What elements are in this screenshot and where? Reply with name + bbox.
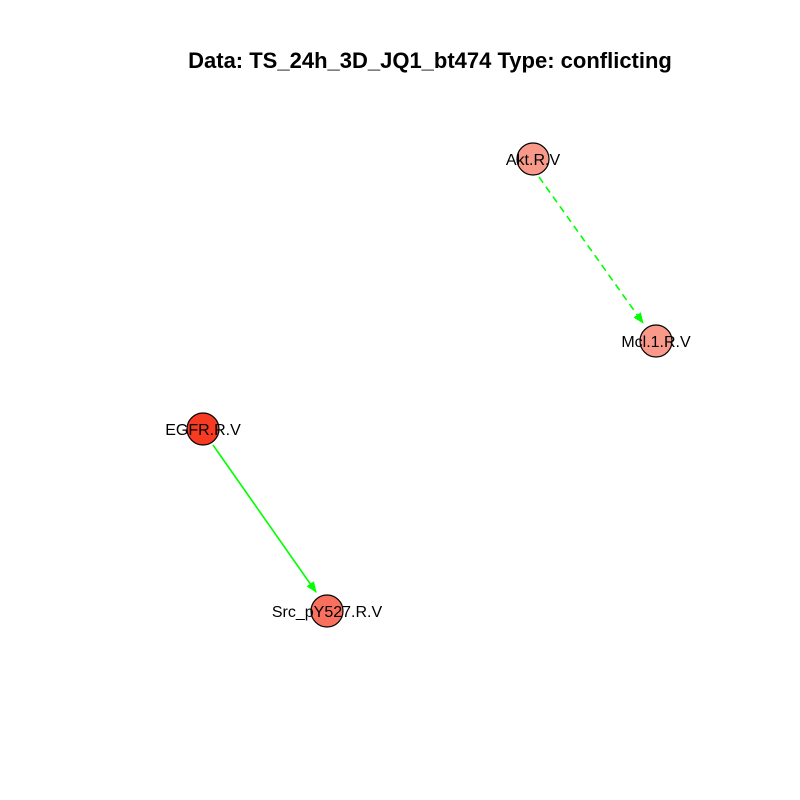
node-akt-label: Akt.R.V — [506, 152, 561, 169]
node-src-circle — [310, 594, 344, 628]
node-mcl1-circle — [639, 324, 673, 358]
node-egfr-circle — [186, 412, 220, 446]
edge-akt-mcl1 — [538, 176, 644, 324]
node-akt: Akt.R.V — [506, 142, 561, 176]
node-src: Src_pY527.R.V — [272, 594, 383, 628]
plot-title: Data: TS_24h_3D_JQ1_bt474 Type: conflict… — [188, 48, 672, 73]
edge-egfr-src — [212, 444, 317, 593]
node-akt-circle — [516, 142, 550, 176]
node-mcl1-label: Mcl.1.R.V — [621, 334, 691, 351]
node-src-label: Src_pY527.R.V — [272, 604, 383, 621]
node-mcl1: Mcl.1.R.V — [621, 324, 691, 358]
node-egfr-label: EGFR.R.V — [165, 422, 241, 439]
node-egfr: EGFR.R.V — [165, 412, 241, 446]
